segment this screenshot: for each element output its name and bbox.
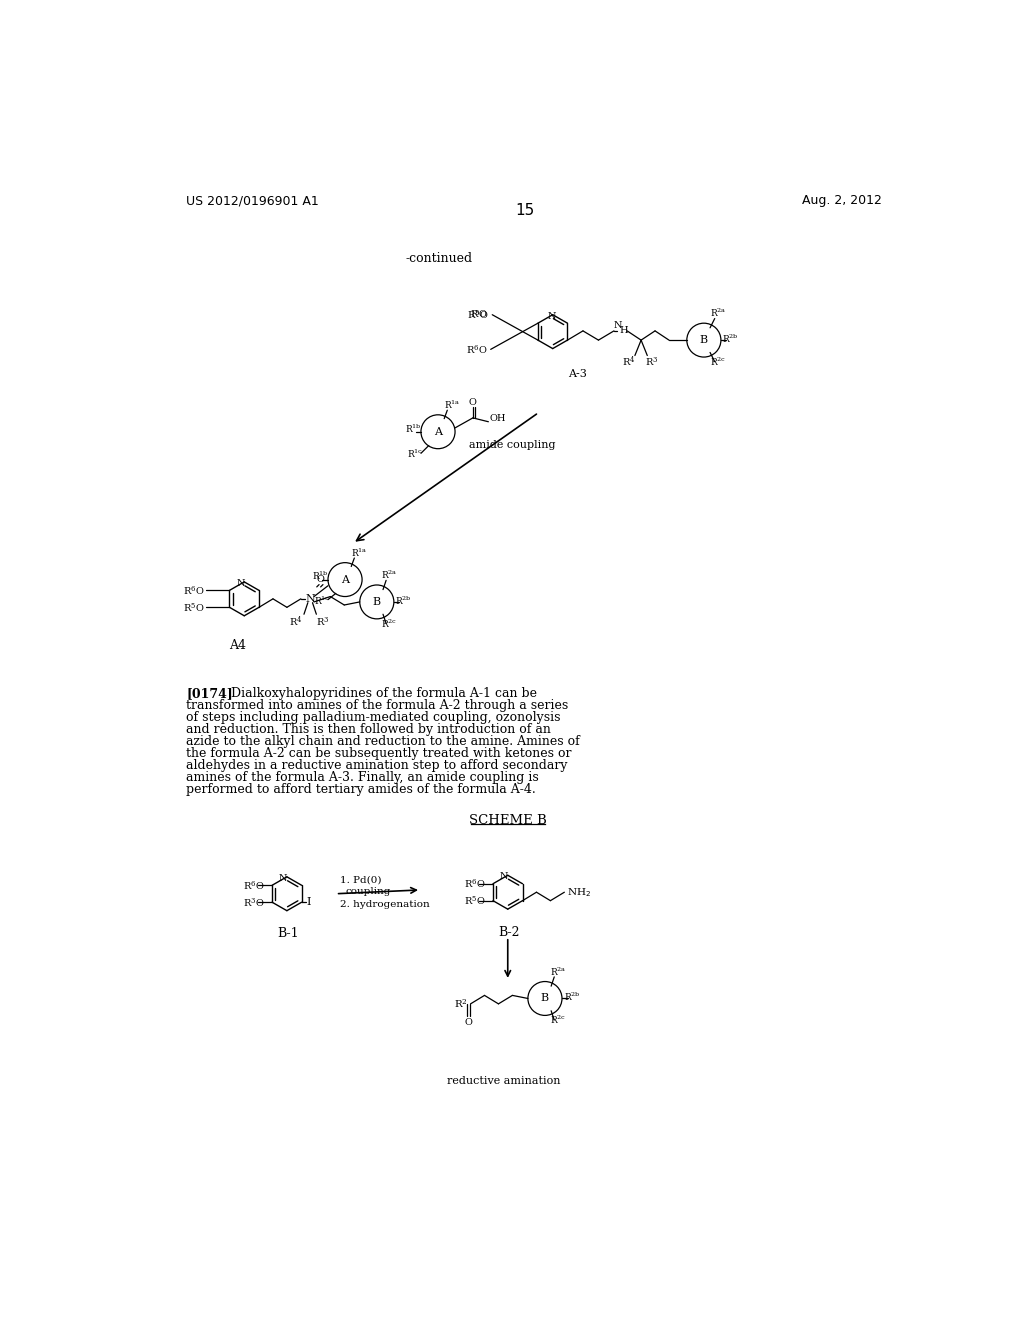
Text: -continued: -continued: [406, 252, 472, 265]
Text: N: N: [613, 321, 623, 330]
Text: $\mathregular{R^{1c}}$: $\mathregular{R^{1c}}$: [407, 447, 423, 459]
Text: $\mathregular{R^6O}$: $\mathregular{R^6O}$: [464, 878, 485, 890]
Text: $\mathregular{R^3}$: $\mathregular{R^3}$: [316, 615, 330, 628]
Text: $\mathregular{R^{2b}}$: $\mathregular{R^{2b}}$: [723, 333, 739, 345]
Text: the formula A-2 can be subsequently treated with ketones or: the formula A-2 can be subsequently trea…: [186, 747, 571, 760]
Text: SCHEME B: SCHEME B: [469, 814, 547, 828]
Text: $\mathregular{R^{2c}}$: $\mathregular{R^{2c}}$: [382, 618, 397, 630]
Text: H: H: [618, 326, 628, 335]
Text: B: B: [373, 597, 381, 607]
Text: B-1: B-1: [278, 927, 299, 940]
Text: aldehydes in a reductive amination step to afford secondary: aldehydes in a reductive amination step …: [186, 759, 567, 772]
Text: $\mathregular{R^{2a}}$: $\mathregular{R^{2a}}$: [550, 965, 566, 978]
Text: performed to afford tertiary amides of the formula A-4.: performed to afford tertiary amides of t…: [186, 783, 536, 796]
Text: $\mathregular{R^{2a}}$: $\mathregular{R^{2a}}$: [710, 308, 727, 319]
Text: N: N: [548, 312, 557, 321]
Text: $\mathregular{R^6O}$: $\mathregular{R^6O}$: [466, 343, 487, 355]
Text: $\mathregular{R^{1a}}$: $\mathregular{R^{1a}}$: [351, 546, 368, 558]
Text: O: O: [469, 399, 477, 407]
Text: B-2: B-2: [499, 925, 520, 939]
Text: reductive amination: reductive amination: [447, 1076, 560, 1086]
Text: A-3: A-3: [568, 370, 587, 379]
Text: A: A: [434, 426, 442, 437]
Text: $\mathregular{R^{1a}}$: $\mathregular{R^{1a}}$: [444, 399, 461, 411]
Text: amines of the formula A-3. Finally, an amide coupling is: amines of the formula A-3. Finally, an a…: [186, 771, 539, 784]
Text: 2. hydrogenation: 2. hydrogenation: [340, 900, 429, 909]
Text: [0174]: [0174]: [186, 686, 232, 700]
Text: $\mathregular{R^{2b}}$: $\mathregular{R^{2b}}$: [563, 991, 581, 1003]
Text: OH: OH: [489, 414, 507, 424]
Text: A: A: [341, 574, 349, 585]
Text: $\mathregular{R^5O}$: $\mathregular{R^5O}$: [183, 601, 205, 614]
Text: $\mathregular{R^{1b}}$: $\mathregular{R^{1b}}$: [406, 422, 422, 434]
Text: RᵎO: RᵎO: [471, 310, 487, 319]
Text: $\mathregular{R^4}$: $\mathregular{R^4}$: [290, 615, 303, 630]
Text: I: I: [306, 898, 311, 907]
Text: N: N: [305, 594, 315, 603]
Text: N: N: [279, 874, 288, 883]
Text: $\mathregular{R^{1c}}$: $\mathregular{R^{1c}}$: [314, 595, 331, 607]
Text: and reduction. This is then followed by introduction of an: and reduction. This is then followed by …: [186, 723, 551, 735]
Text: 1. Pd(0): 1. Pd(0): [340, 875, 381, 884]
Text: of steps including palladium-mediated coupling, ozonolysis: of steps including palladium-mediated co…: [186, 711, 560, 723]
Text: $\mathregular{R^3O}$: $\mathregular{R^3O}$: [243, 896, 264, 908]
Text: $\mathregular{R^6O}$: $\mathregular{R^6O}$: [243, 879, 264, 891]
Text: Dialkoxyhalopyridines of the formula A-1 can be: Dialkoxyhalopyridines of the formula A-1…: [231, 686, 537, 700]
Text: O: O: [316, 576, 325, 585]
Text: coupling: coupling: [345, 887, 390, 896]
Text: NH$_2$: NH$_2$: [566, 886, 591, 899]
Text: $\mathregular{R^6O}$: $\mathregular{R^6O}$: [183, 583, 205, 597]
Text: $\mathregular{R^{2b}}$: $\mathregular{R^{2b}}$: [395, 594, 412, 607]
Text: $\mathregular{R^3}$: $\mathregular{R^3}$: [645, 355, 658, 368]
Text: O: O: [464, 1018, 472, 1027]
Text: $\mathregular{R^2}$: $\mathregular{R^2}$: [454, 998, 467, 1010]
Text: transformed into amines of the formula A-2 through a series: transformed into amines of the formula A…: [186, 700, 568, 711]
Text: azide to the alkyl chain and reduction to the amine. Amines of: azide to the alkyl chain and reduction t…: [186, 735, 580, 748]
Text: $\mathregular{R^5O}$: $\mathregular{R^5O}$: [464, 895, 485, 907]
Text: $\mathregular{R^{2c}}$: $\mathregular{R^{2c}}$: [710, 355, 726, 368]
Text: US 2012/0196901 A1: US 2012/0196901 A1: [186, 194, 318, 207]
Text: A4: A4: [228, 639, 246, 652]
Text: B: B: [699, 335, 708, 345]
Text: $\mathregular{R^{1b}}$: $\mathregular{R^{1b}}$: [312, 569, 329, 582]
Text: N: N: [237, 579, 245, 587]
Text: N: N: [500, 873, 508, 882]
Text: Aug. 2, 2012: Aug. 2, 2012: [802, 194, 882, 207]
Text: $\mathregular{R^{2c}}$: $\mathregular{R^{2c}}$: [550, 1014, 566, 1026]
Text: 15: 15: [515, 203, 535, 218]
Text: B: B: [541, 994, 549, 1003]
Text: amide coupling: amide coupling: [469, 440, 555, 450]
Text: $\mathregular{R^{2a}}$: $\mathregular{R^{2a}}$: [382, 569, 398, 581]
Text: $\mathregular{R^5O}$: $\mathregular{R^5O}$: [467, 309, 488, 321]
Text: $\mathregular{R^4}$: $\mathregular{R^4}$: [622, 354, 636, 370]
